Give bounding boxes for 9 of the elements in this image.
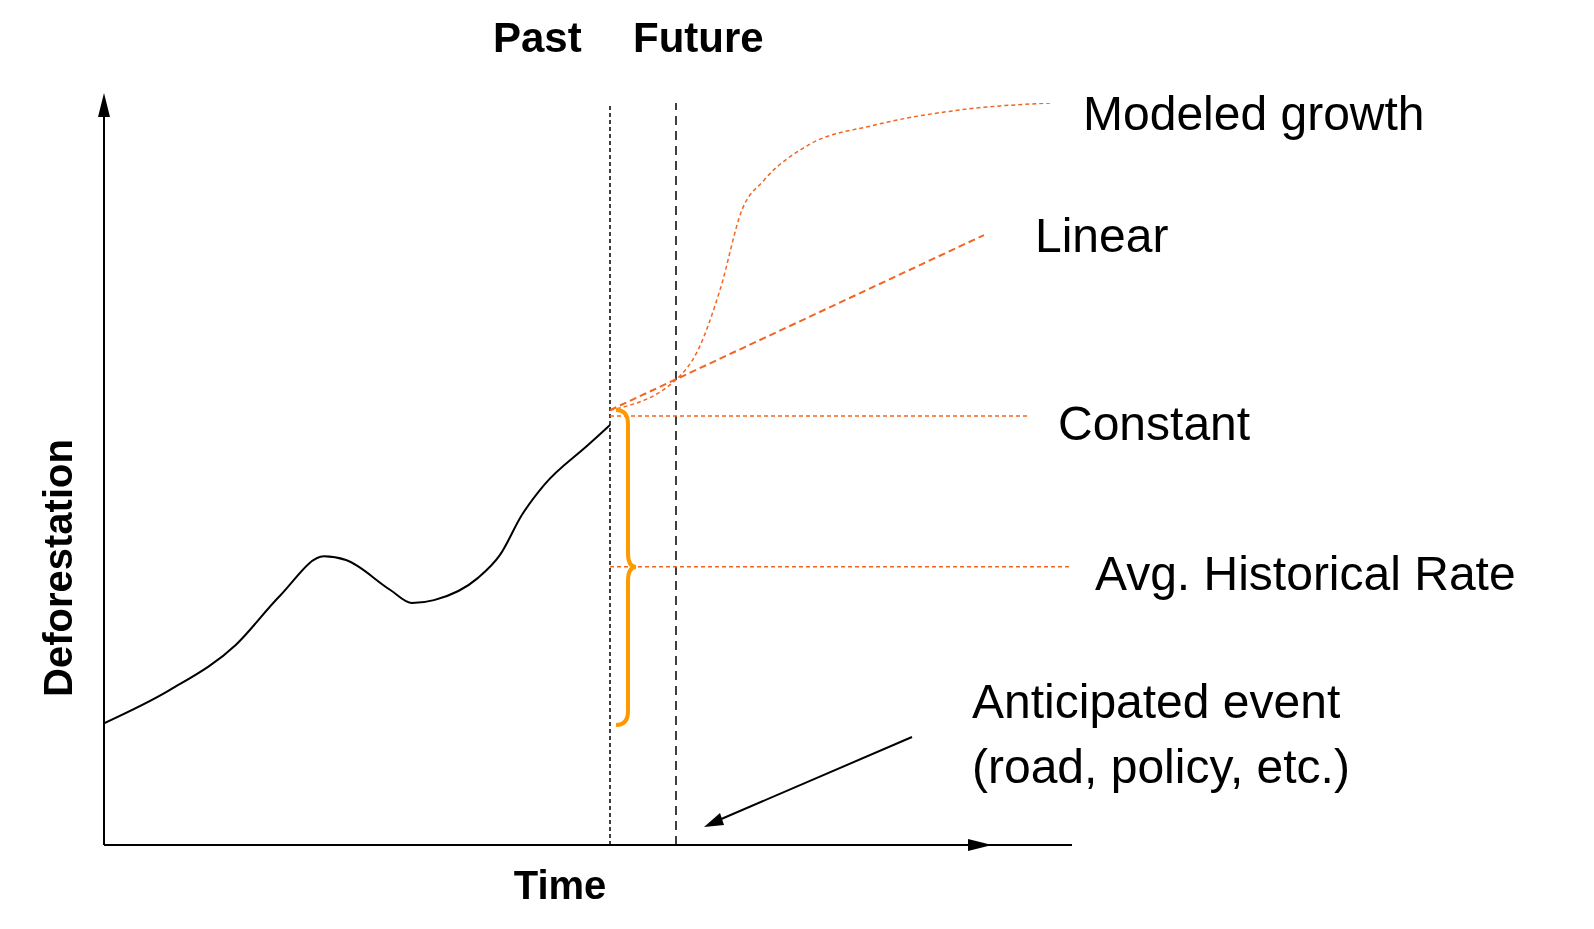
x-axis-title: Time (513, 863, 607, 907)
text: Avg. Historical Rate (1095, 546, 1516, 602)
text: Future (633, 13, 764, 63)
annotation: Linear (1035, 208, 1169, 264)
annotation: Anticipated event (road, policy, etc.) (972, 674, 1351, 795)
text: Modeled growth (1083, 86, 1425, 142)
text: Past (493, 13, 582, 63)
y-axis-title: Deforestation (35, 439, 81, 697)
annotation: Constant (1058, 396, 1251, 452)
